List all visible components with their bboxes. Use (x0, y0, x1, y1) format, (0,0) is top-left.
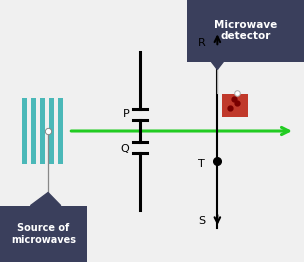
Bar (222, 94, 248, 117)
Polygon shape (211, 62, 223, 69)
Polygon shape (30, 193, 61, 206)
Text: Source of
microwaves: Source of microwaves (11, 223, 76, 244)
Text: S: S (198, 216, 205, 226)
Bar (58, 98, 63, 164)
Bar (49, 98, 54, 164)
Text: R: R (198, 38, 205, 48)
Text: T: T (198, 159, 204, 169)
Text: Microwave
detector: Microwave detector (214, 20, 277, 41)
Bar (187, 0, 304, 62)
Text: Q: Q (120, 144, 129, 154)
Text: P: P (123, 109, 129, 119)
Bar (40, 98, 45, 164)
Bar (22, 98, 27, 164)
Bar (31, 98, 36, 164)
Bar (0, 206, 87, 262)
